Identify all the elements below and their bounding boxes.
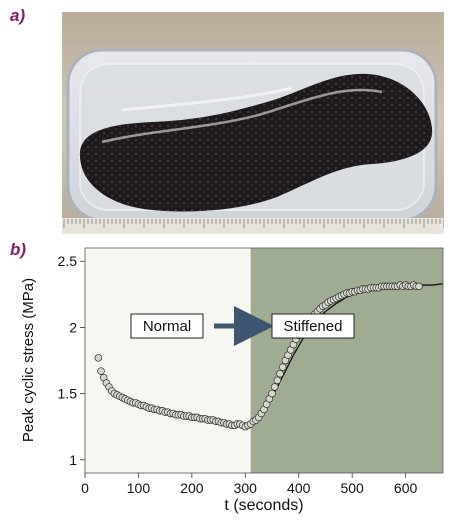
- data-point: [268, 389, 276, 398]
- x-tick-label: 200: [180, 480, 204, 496]
- stress-chart: 0 100 200 300 400 500 600 1 1.5 2 2.5 Normal Stif…: [20, 247, 444, 514]
- normal-label: Normal: [143, 318, 191, 335]
- body-highlight: [101, 88, 383, 144]
- data-point: [273, 376, 282, 385]
- ruler-ticks: [63, 219, 444, 228]
- normal-label-box: [130, 313, 204, 339]
- y-axis-label: Peak cyclic stress (MPa): [20, 278, 37, 442]
- sea-cucumber-texture: [79, 73, 433, 212]
- data-point: [415, 282, 423, 291]
- panel-label-b: b): [10, 240, 27, 259]
- data-point: [94, 354, 103, 362]
- tray-reflection: [121, 86, 293, 112]
- x-tick-label: 100: [127, 480, 151, 496]
- normal-region: [85, 248, 251, 473]
- sea-cucumber-photo: [62, 12, 444, 234]
- data-point: [97, 367, 105, 375]
- data-point: [270, 383, 279, 391]
- y-tick-label: 1.5: [58, 386, 78, 402]
- x-axis: 0 100 200 300 400 500 600: [81, 473, 417, 496]
- x-tick-label: 600: [394, 480, 418, 496]
- x-axis-label: t (seconds): [224, 497, 303, 514]
- plot-frame: [84, 247, 444, 474]
- panel-label-a: a): [10, 6, 26, 25]
- y-tick-label: 2.5: [58, 253, 78, 269]
- data-point: [276, 369, 284, 378]
- y-axis: 1 1.5 2 2.5: [58, 253, 85, 468]
- ruler: [62, 218, 444, 234]
- stiffened-label: Stiffened: [284, 318, 343, 335]
- y-tick-label: 1: [69, 452, 77, 468]
- stiffened-label-box: [271, 313, 355, 339]
- y-tick-label: 2: [69, 319, 77, 335]
- x-tick-label: 300: [234, 480, 258, 496]
- data-point: [278, 363, 287, 371]
- x-tick-label: 500: [340, 480, 364, 496]
- x-tick-label: 400: [287, 480, 311, 496]
- x-tick-label: 0: [81, 480, 89, 496]
